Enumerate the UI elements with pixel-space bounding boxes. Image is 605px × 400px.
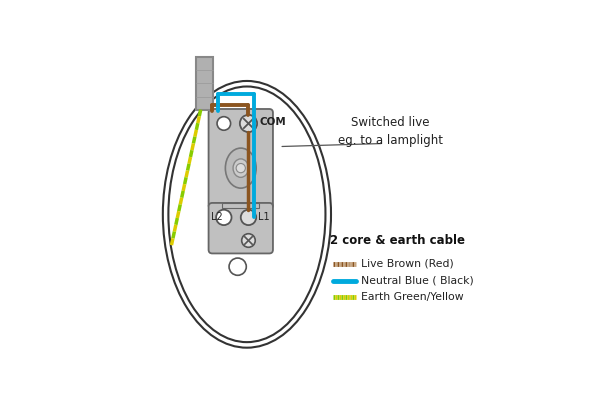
Text: Switched live
eg. to a lamplight: Switched live eg. to a lamplight	[338, 116, 443, 147]
Circle shape	[240, 115, 257, 132]
Text: L2: L2	[211, 212, 223, 222]
Text: Neutral Blue ( Black): Neutral Blue ( Black)	[361, 276, 474, 286]
Text: COM: COM	[259, 117, 286, 127]
Circle shape	[241, 210, 256, 225]
Text: Live Brown (Red): Live Brown (Red)	[361, 259, 454, 269]
Circle shape	[241, 234, 255, 247]
FancyBboxPatch shape	[209, 109, 273, 209]
Ellipse shape	[233, 159, 249, 177]
Ellipse shape	[163, 81, 331, 348]
Text: Earth Green/Yellow: Earth Green/Yellow	[361, 292, 463, 302]
Ellipse shape	[225, 148, 256, 188]
Circle shape	[216, 210, 232, 225]
Circle shape	[229, 258, 246, 275]
Polygon shape	[196, 57, 213, 110]
FancyBboxPatch shape	[209, 203, 273, 254]
Ellipse shape	[168, 86, 325, 342]
Text: 2 core & earth cable: 2 core & earth cable	[330, 234, 465, 247]
Text: L1: L1	[258, 212, 270, 222]
Circle shape	[217, 117, 231, 130]
Circle shape	[236, 164, 246, 173]
Bar	[222, 203, 259, 208]
